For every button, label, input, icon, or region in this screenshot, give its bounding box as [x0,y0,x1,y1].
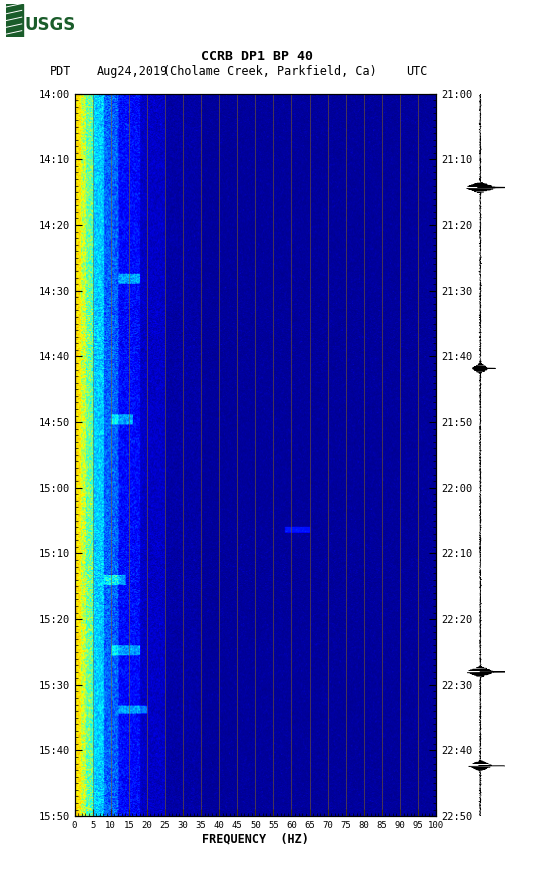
Text: (Cholame Creek, Parkfield, Ca): (Cholame Creek, Parkfield, Ca) [163,65,376,78]
Text: CCRB DP1 BP 40: CCRB DP1 BP 40 [201,50,312,62]
Text: Aug24,2019: Aug24,2019 [97,65,168,78]
Bar [6,4,23,37]
Text: PDT: PDT [50,65,71,78]
Text: UTC: UTC [406,65,427,78]
Text: USGS: USGS [25,16,76,34]
X-axis label: FREQUENCY  (HZ): FREQUENCY (HZ) [202,833,309,846]
